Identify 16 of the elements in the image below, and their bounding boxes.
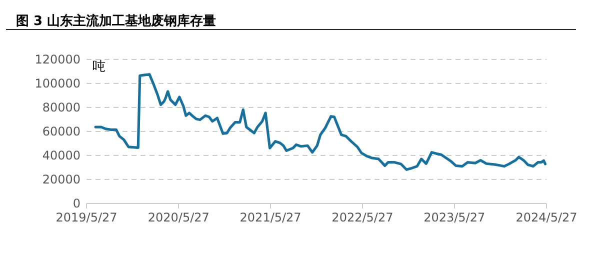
x-tick-label: 2019/5/27 <box>56 210 118 224</box>
line-series <box>94 73 547 171</box>
y-tick-label: 60000 <box>42 124 80 138</box>
y-tick-label: 0 <box>72 196 80 210</box>
chart-title: 图 3 山东主流加工基地废钢库存量 <box>6 0 576 30</box>
y-tick-label: 40000 <box>42 148 80 162</box>
x-tick-label: 2020/5/27 <box>148 210 210 224</box>
y-axis-title: 吨 <box>92 60 106 74</box>
y-tick-label: 120000 <box>34 52 80 66</box>
x-tick-label: 2022/5/27 <box>332 210 394 224</box>
x-tick-label: 2024/5/27 <box>516 210 578 224</box>
y-tick-label: 20000 <box>42 172 80 186</box>
y-tick-label: 100000 <box>34 76 80 90</box>
y-tick-label: 80000 <box>42 100 80 114</box>
x-tick-label: 2023/5/27 <box>424 210 486 224</box>
x-tick-label: 2021/5/27 <box>240 210 302 224</box>
